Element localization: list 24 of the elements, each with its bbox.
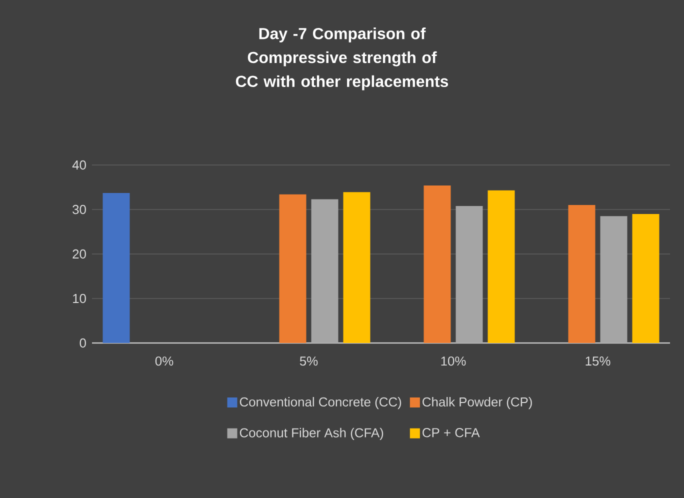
chart-title: Day -7 Comparison of Compressive strength of CC with other replacements	[236, 28, 448, 90]
y-tick-label: 30	[72, 204, 86, 214]
x-tick-label: 0%	[155, 356, 174, 366]
bar	[456, 206, 483, 343]
y-tick-label: 20	[72, 249, 86, 259]
y-tick-label: 40	[72, 160, 86, 170]
bar	[102, 193, 130, 343]
bar	[343, 192, 370, 343]
y-tick-label: 10	[73, 294, 86, 304]
bar	[600, 216, 628, 343]
legend-label: Coconut Fiber Ash (CFA)	[240, 428, 384, 440]
legend-label: Chalk Powder (CP)	[422, 397, 532, 410]
bar	[632, 214, 660, 343]
bar	[311, 199, 338, 343]
x-tick-label: 10%	[441, 356, 466, 366]
bar	[488, 190, 515, 343]
bar	[568, 205, 596, 343]
bar	[424, 185, 451, 343]
y-tick-label: 0	[80, 338, 86, 348]
legend-label: Conventional Concrete (CC)	[240, 397, 402, 410]
x-tick-label: 15%	[586, 356, 610, 366]
legend-label: CP + CFA	[422, 428, 480, 438]
x-tick-label: 5%	[300, 356, 318, 366]
bar	[279, 194, 306, 343]
